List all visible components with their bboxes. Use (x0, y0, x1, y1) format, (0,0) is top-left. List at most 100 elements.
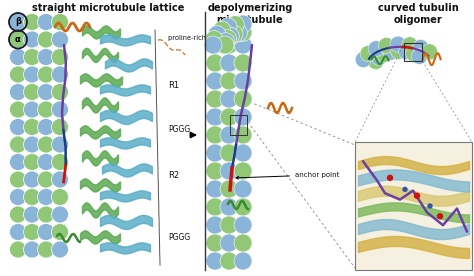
Circle shape (52, 118, 69, 136)
Circle shape (220, 36, 238, 54)
Circle shape (220, 180, 238, 198)
Circle shape (9, 171, 27, 188)
Circle shape (220, 162, 238, 180)
Circle shape (234, 15, 252, 33)
Text: β: β (15, 17, 21, 26)
Circle shape (234, 23, 252, 41)
Text: proline-rich domain: proline-rich domain (168, 35, 233, 41)
Bar (230, 115, 247, 135)
Circle shape (234, 180, 252, 198)
Circle shape (234, 216, 252, 234)
Circle shape (220, 126, 238, 144)
Circle shape (414, 193, 419, 198)
Circle shape (220, 252, 238, 270)
Circle shape (37, 84, 55, 100)
Circle shape (219, 18, 237, 36)
Circle shape (9, 153, 27, 171)
Circle shape (52, 66, 69, 83)
Circle shape (37, 153, 55, 171)
Circle shape (206, 126, 224, 144)
Circle shape (9, 118, 27, 136)
Text: straight microtubule lattice: straight microtubule lattice (32, 3, 184, 13)
Circle shape (390, 36, 406, 52)
Circle shape (24, 31, 40, 48)
Circle shape (220, 234, 238, 252)
Circle shape (220, 216, 238, 234)
Circle shape (206, 36, 224, 54)
Text: depolymerizing
microtubule: depolymerizing microtubule (207, 3, 292, 25)
Circle shape (24, 206, 40, 223)
Circle shape (206, 90, 224, 108)
Circle shape (220, 108, 238, 126)
Circle shape (24, 153, 40, 171)
Circle shape (24, 189, 40, 206)
Circle shape (234, 90, 252, 108)
Circle shape (206, 72, 224, 90)
Circle shape (52, 206, 69, 223)
Bar (355, 142, 472, 270)
Circle shape (204, 36, 222, 54)
Circle shape (24, 136, 40, 153)
Text: anchor point: anchor point (236, 172, 339, 179)
Text: R1: R1 (168, 81, 179, 89)
Circle shape (220, 144, 238, 162)
Circle shape (213, 21, 231, 39)
Circle shape (206, 198, 224, 216)
Circle shape (37, 241, 55, 258)
Circle shape (406, 46, 421, 62)
Circle shape (220, 90, 238, 108)
Circle shape (52, 136, 69, 153)
Circle shape (206, 108, 224, 126)
Circle shape (52, 101, 69, 118)
Circle shape (206, 162, 224, 180)
Circle shape (229, 24, 247, 42)
Circle shape (9, 136, 27, 153)
Circle shape (52, 14, 69, 31)
Circle shape (391, 43, 407, 59)
Circle shape (37, 14, 55, 31)
Circle shape (52, 153, 69, 171)
Circle shape (24, 66, 40, 83)
Circle shape (52, 189, 69, 206)
Circle shape (37, 136, 55, 153)
Circle shape (411, 48, 428, 64)
Bar (404, 43, 422, 61)
Circle shape (24, 84, 40, 100)
Circle shape (24, 49, 40, 65)
Circle shape (428, 204, 432, 208)
Circle shape (37, 206, 55, 223)
Circle shape (52, 84, 69, 100)
Circle shape (234, 198, 252, 216)
Circle shape (383, 44, 399, 60)
Circle shape (24, 14, 40, 31)
Circle shape (217, 33, 235, 51)
Circle shape (9, 189, 27, 206)
Circle shape (9, 14, 27, 31)
Circle shape (9, 101, 27, 118)
Circle shape (368, 54, 384, 70)
Circle shape (9, 241, 27, 258)
Circle shape (368, 41, 384, 57)
Circle shape (206, 144, 224, 162)
Circle shape (37, 224, 55, 240)
Circle shape (206, 216, 224, 234)
Circle shape (234, 144, 252, 162)
Circle shape (378, 38, 394, 54)
Circle shape (402, 37, 418, 53)
Circle shape (388, 175, 392, 180)
Circle shape (356, 52, 371, 68)
Circle shape (24, 171, 40, 188)
Circle shape (220, 198, 238, 216)
Circle shape (226, 16, 244, 34)
Circle shape (403, 187, 407, 191)
Circle shape (24, 224, 40, 240)
Circle shape (421, 44, 438, 60)
Circle shape (219, 30, 237, 48)
Circle shape (234, 108, 252, 126)
Circle shape (37, 101, 55, 118)
Circle shape (234, 234, 252, 252)
Text: PGGG: PGGG (168, 126, 190, 134)
Circle shape (52, 31, 69, 48)
Circle shape (37, 118, 55, 136)
Circle shape (234, 162, 252, 180)
